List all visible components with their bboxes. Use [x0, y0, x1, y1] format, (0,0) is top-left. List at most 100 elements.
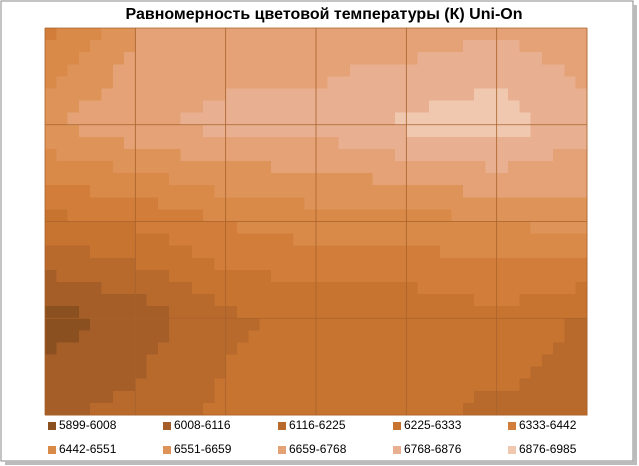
legend-label: 6008-6116: [174, 418, 231, 432]
contour-cell: [564, 390, 577, 404]
contour-cell: [474, 402, 486, 416]
contour-cell: [519, 366, 532, 380]
contour-cell: [406, 76, 419, 90]
contour-cell: [462, 209, 475, 223]
contour-cell: [124, 366, 136, 380]
contour-cell: [248, 378, 261, 392]
contour-cell: [440, 173, 453, 186]
contour-cell: [248, 342, 261, 356]
contour-cell: [383, 366, 396, 380]
contour-cell: [248, 40, 261, 53]
contour-cell: [474, 112, 486, 126]
contour-cell: [169, 221, 182, 235]
contour-cell: [541, 233, 554, 247]
contour-cell: [169, 136, 182, 150]
contour-cell: [496, 112, 509, 126]
contour-cell: [316, 342, 328, 356]
contour-cell: [519, 28, 532, 41]
contour-cell: [440, 40, 453, 53]
contour-cell: [157, 136, 170, 150]
contour-cell: [45, 221, 57, 235]
contour-cell: [225, 136, 238, 150]
contour-cell: [45, 76, 57, 90]
contour-cell: [56, 209, 69, 223]
contour-cell: [361, 269, 374, 283]
contour-cell: [270, 64, 283, 77]
contour-cell: [101, 124, 114, 138]
contour-cell: [146, 173, 159, 186]
contour-cell: [214, 233, 227, 247]
contour-cell: [124, 221, 136, 235]
contour-cell: [395, 76, 407, 90]
contour-cell: [225, 294, 238, 307]
contour-cell: [90, 197, 103, 211]
contour-cell: [225, 233, 238, 247]
contour-cell: [203, 161, 215, 174]
contour-cell: [519, 76, 532, 90]
contour-cell: [530, 366, 543, 380]
contour-cell: [564, 124, 577, 138]
contour-cell: [462, 354, 475, 368]
contour-cell: [327, 64, 340, 77]
contour-cell: [553, 257, 566, 271]
contour-cell: [146, 221, 159, 235]
contour-cell: [236, 197, 249, 211]
contour-cell: [90, 100, 103, 114]
contour-cell: [203, 306, 215, 319]
contour-cell: [157, 378, 170, 392]
contour-cell: [496, 390, 509, 404]
contour-cell: [180, 221, 193, 235]
contour-cell: [112, 148, 125, 162]
contour-cell: [304, 221, 317, 235]
contour-cell: [451, 185, 464, 198]
contour-cell: [496, 221, 509, 235]
contour-cell: [45, 318, 57, 331]
contour-cell: [157, 269, 170, 283]
contour-cell: [124, 330, 136, 344]
contour-cell: [361, 378, 374, 392]
contour-cell: [56, 40, 69, 53]
contour-cell: [236, 342, 249, 356]
contour-cell: [451, 221, 464, 235]
contour-cell: [338, 221, 351, 235]
contour-cell: [395, 100, 407, 114]
contour-cell: [191, 88, 204, 102]
contour-cell: [451, 64, 464, 77]
contour-cell: [440, 354, 453, 368]
contour-cell: [146, 366, 159, 380]
contour-cell: [67, 366, 80, 380]
contour-cell: [124, 233, 136, 247]
contour-cell: [530, 64, 543, 77]
contour-cell: [45, 28, 57, 41]
contour-cell: [259, 100, 272, 114]
contour-cell: [248, 306, 261, 319]
contour-cell: [564, 318, 577, 331]
contour-cell: [338, 197, 351, 211]
contour-cell: [575, 221, 588, 235]
contour-cell: [214, 124, 227, 138]
contour-cell: [541, 136, 554, 150]
contour-cell: [180, 281, 193, 295]
contour-cell: [496, 185, 509, 198]
contour-cell: [135, 148, 148, 162]
contour-cell: [259, 306, 272, 319]
contour-cell: [124, 52, 136, 65]
contour-cell: [462, 40, 475, 53]
contour-cell: [67, 209, 80, 223]
contour-cell: [124, 76, 136, 90]
contour-cell: [383, 281, 396, 295]
contour-cell: [169, 112, 182, 126]
contour-cell: [157, 28, 170, 41]
contour-cell: [361, 390, 374, 404]
contour-cell: [203, 318, 215, 331]
contour-cell: [124, 354, 136, 368]
contour-cell: [214, 390, 227, 404]
contour-cell: [575, 76, 588, 90]
contour-cell: [462, 124, 475, 138]
contour-cell: [180, 100, 193, 114]
contour-cell: [282, 173, 295, 186]
contour-cell: [440, 197, 453, 211]
contour-cell: [146, 100, 159, 114]
contour-cell: [383, 342, 396, 356]
contour-cell: [406, 52, 419, 65]
